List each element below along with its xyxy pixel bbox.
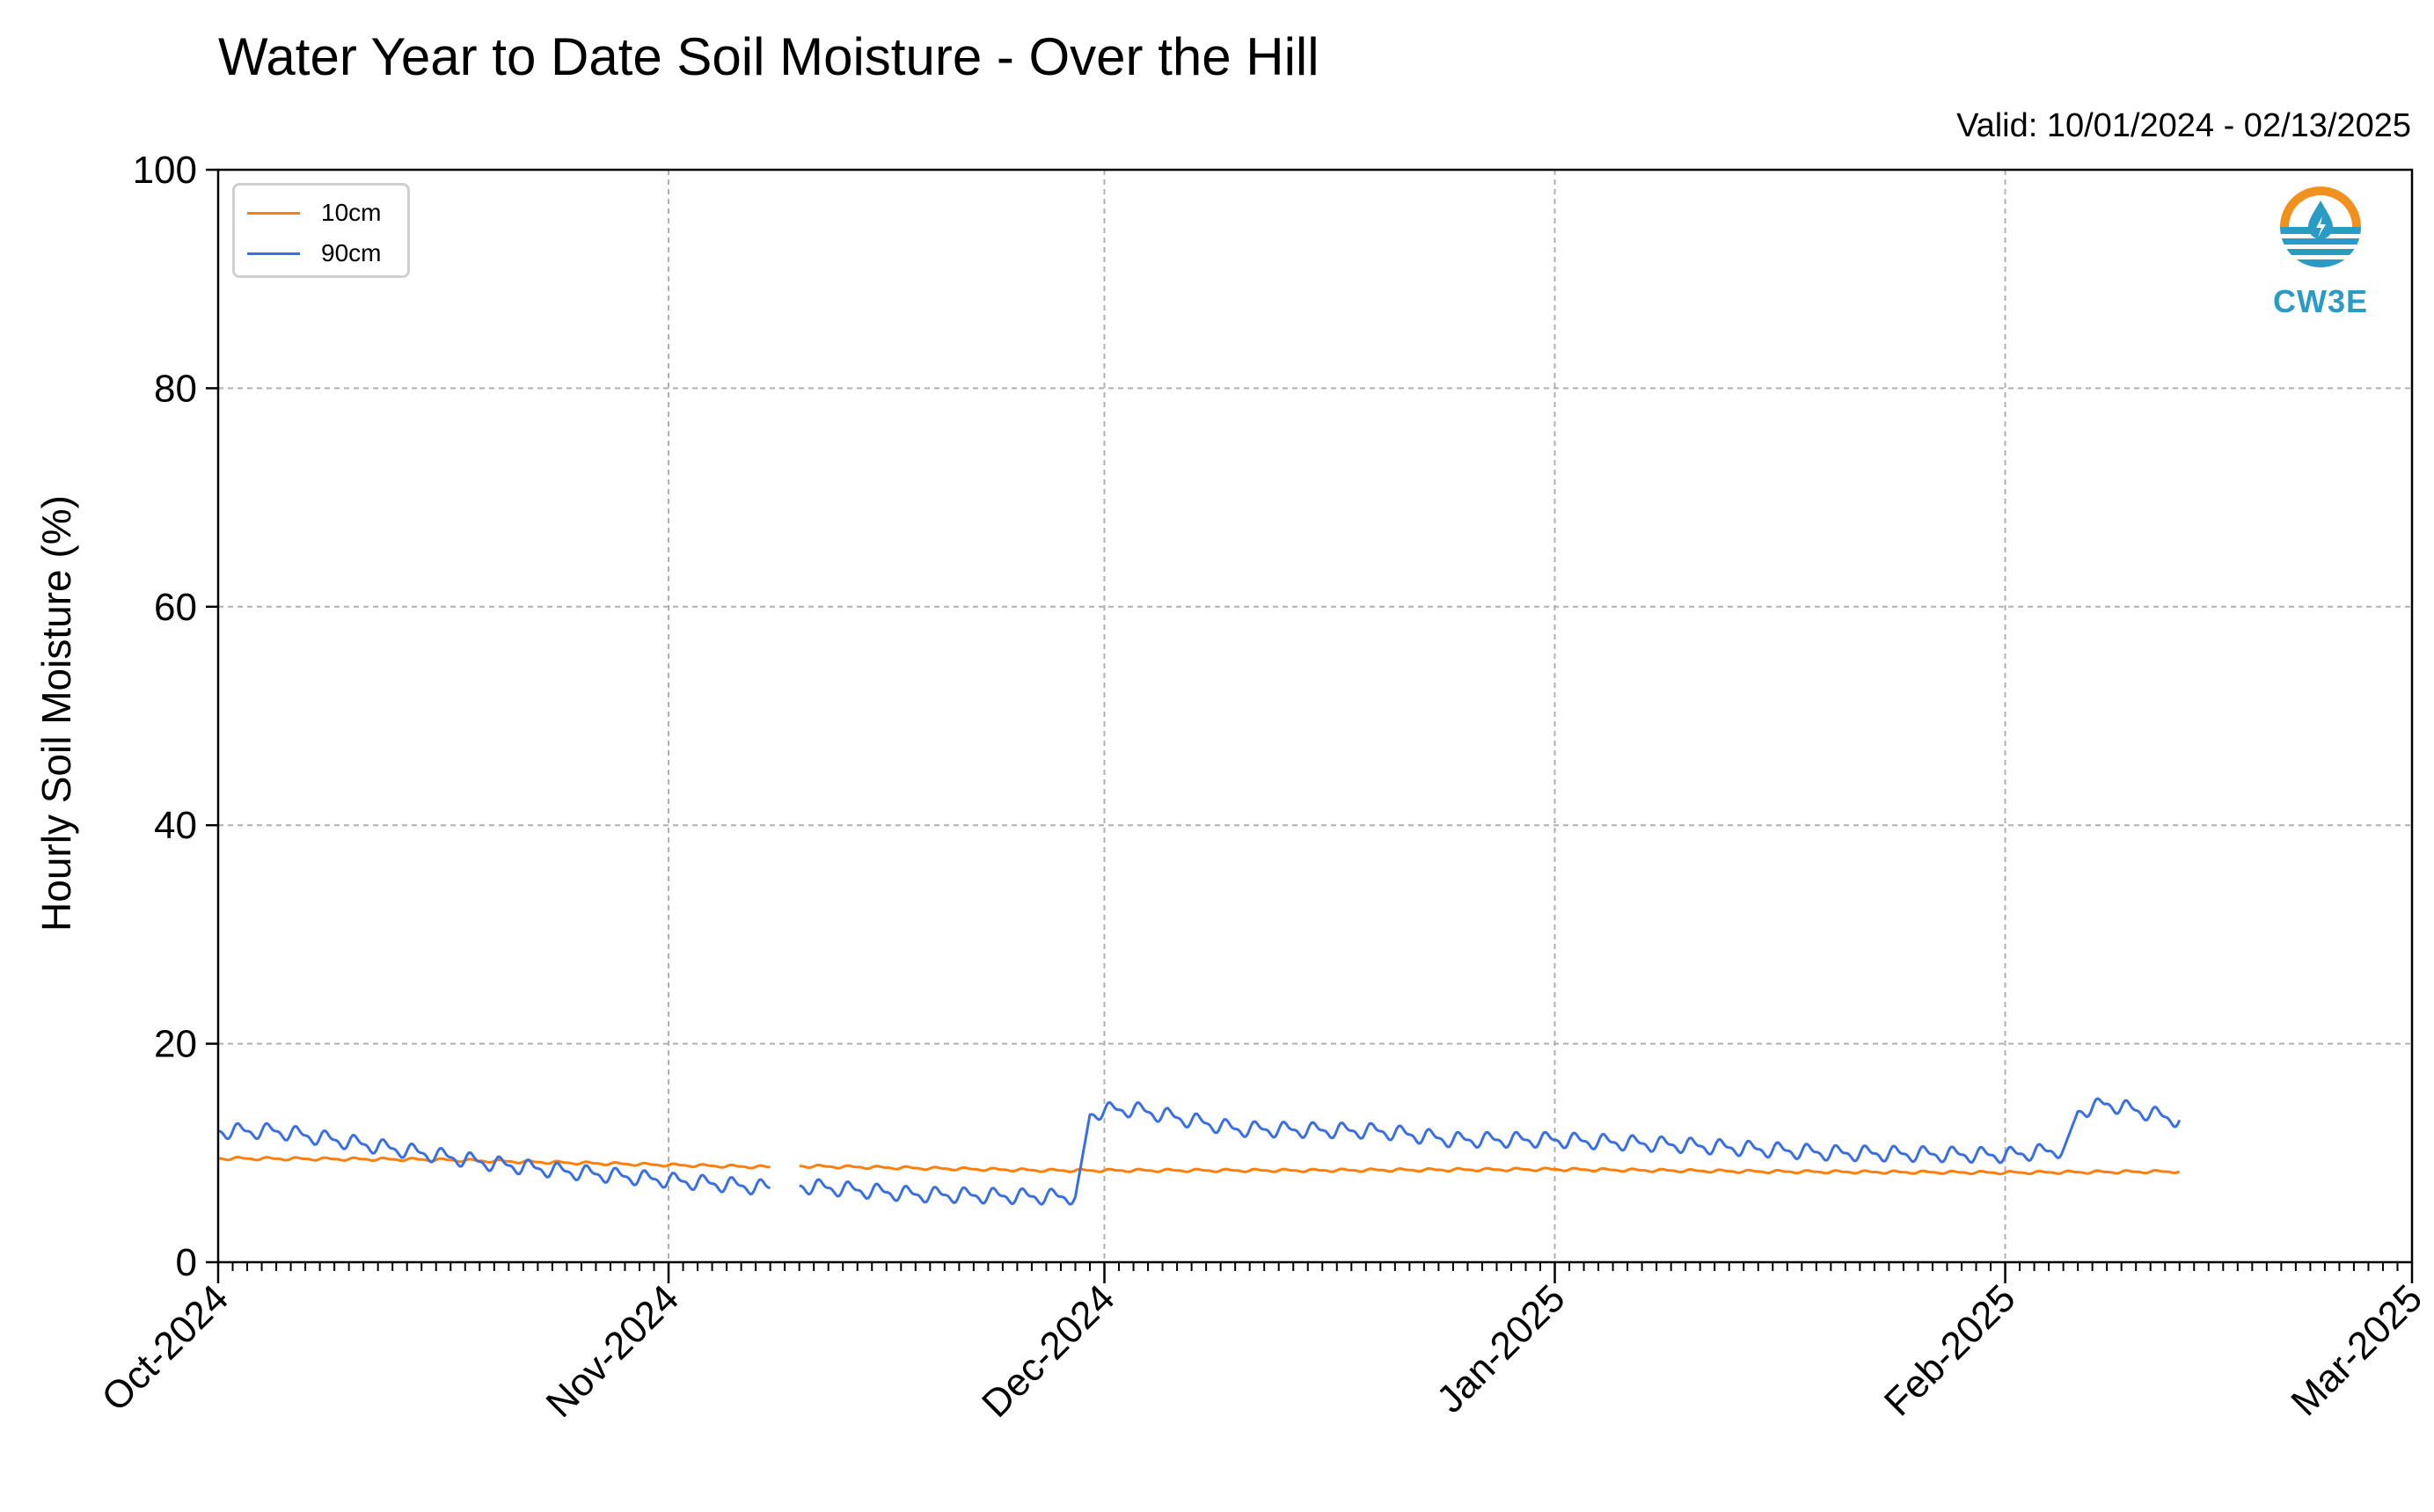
x-tick-label: Mar-2025 bbox=[2283, 1276, 2430, 1424]
x-tick-label: Dec-2024 bbox=[974, 1276, 1123, 1426]
legend-swatch-90cm bbox=[247, 252, 300, 255]
x-tick-label: Jan-2025 bbox=[1429, 1276, 1573, 1421]
y-axis-label: Hourly Soil Moisture (%) bbox=[33, 495, 79, 931]
series-line-10cm bbox=[799, 1164, 2181, 1176]
legend-label-90cm: 90cm bbox=[321, 239, 382, 267]
series-lines bbox=[217, 1097, 2182, 1206]
y-tick-label: 20 bbox=[154, 1023, 197, 1066]
legend-swatch-10cm bbox=[247, 211, 300, 215]
legend-item-10cm: 10cm bbox=[247, 199, 382, 226]
legend-label-10cm: 10cm bbox=[321, 199, 382, 226]
tick-labels: 0 20 40 60 80 100 Oct-2024 Nov-2024 Dec-2024 Jan-… bbox=[93, 149, 2430, 1426]
chart-title: Water Year to Date Soil Moisture - Over … bbox=[218, 27, 1319, 86]
x-tick-label: Feb-2025 bbox=[1876, 1276, 2024, 1424]
y-tick-label: 60 bbox=[154, 586, 197, 629]
series-line-90cm bbox=[799, 1097, 2182, 1206]
axis-ticks bbox=[206, 168, 2414, 1283]
valid-date-range: Valid: 10/01/2024 - 02/13/2025 bbox=[1956, 107, 2411, 144]
x-tick-label: Oct-2024 bbox=[93, 1276, 237, 1420]
grid-lines bbox=[218, 170, 2412, 1262]
legend: 10cm 90cm bbox=[232, 183, 410, 278]
cw3e-logo-icon bbox=[2280, 186, 2361, 267]
legend-item-90cm: 90cm bbox=[247, 239, 382, 267]
x-tick-label: Nov-2024 bbox=[538, 1276, 688, 1426]
y-tick-label: 0 bbox=[176, 1241, 197, 1284]
y-tick-label: 100 bbox=[133, 149, 197, 192]
cw3e-logo: CW3E bbox=[2268, 181, 2373, 319]
series-line-90cm bbox=[217, 1121, 771, 1196]
plot-frame bbox=[216, 168, 2414, 1264]
y-tick-label: 40 bbox=[154, 804, 197, 847]
logo-text: CW3E bbox=[2272, 283, 2368, 319]
y-tick-label: 80 bbox=[154, 367, 197, 410]
